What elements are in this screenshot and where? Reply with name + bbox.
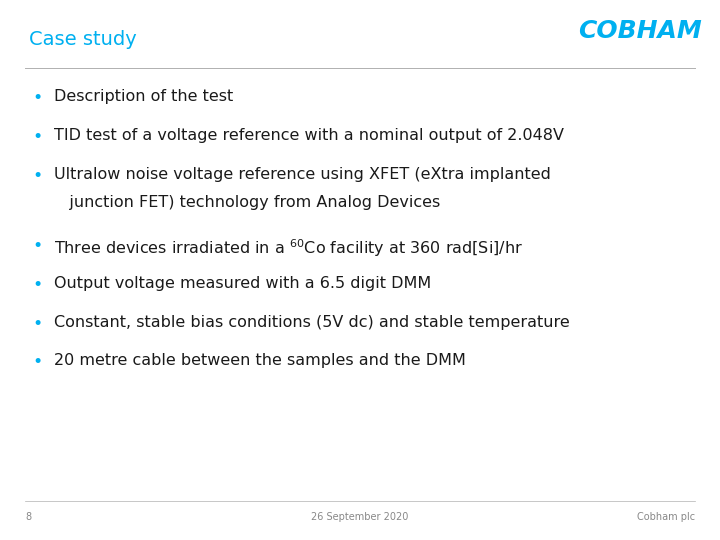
Text: Output voltage measured with a 6.5 digit DMM: Output voltage measured with a 6.5 digit… [54,276,431,291]
Text: •: • [32,128,42,146]
Text: •: • [32,354,42,372]
Text: 20 metre cable between the samples and the DMM: 20 metre cable between the samples and t… [54,354,466,368]
Text: TID test of a voltage reference with a nominal output of 2.048V: TID test of a voltage reference with a n… [54,128,564,143]
Text: •: • [32,167,42,185]
Text: Three devices irradiated in a $^{60}$Co facility at 360 rad[Si]/hr: Three devices irradiated in a $^{60}$Co … [54,237,523,259]
Text: junction FET) technology from Analog Devices: junction FET) technology from Analog Dev… [54,195,440,210]
Text: •: • [32,89,42,107]
Text: 8: 8 [25,512,32,522]
Text: 26 September 2020: 26 September 2020 [311,512,409,522]
Text: Constant, stable bias conditions (5V dc) and stable temperature: Constant, stable bias conditions (5V dc)… [54,315,570,329]
Text: Ultralow noise voltage reference using XFET (eXtra implanted: Ultralow noise voltage reference using X… [54,167,551,182]
Text: •: • [32,315,42,333]
Text: Description of the test: Description of the test [54,89,233,104]
Text: •: • [32,237,42,255]
Text: Case study: Case study [29,30,137,49]
Text: COBHAM: COBHAM [578,19,702,43]
Text: •: • [32,276,42,294]
Text: Cobham plc: Cobham plc [636,512,695,522]
